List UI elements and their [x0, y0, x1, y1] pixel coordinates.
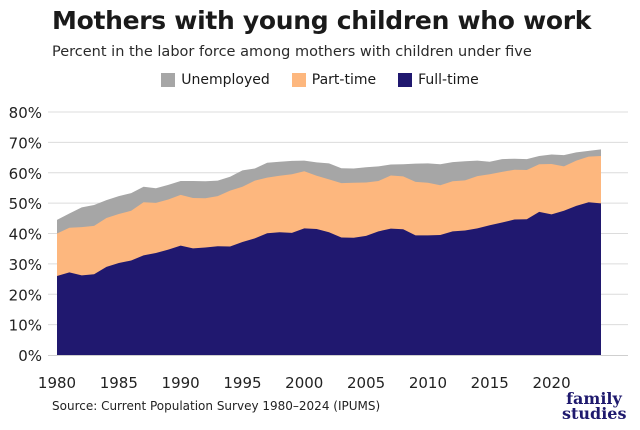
y-tick-label-20: 20%	[9, 286, 42, 304]
x-tick-label-1985: 1985	[100, 374, 138, 392]
chart-title: Mothers with young children who work	[52, 6, 592, 35]
chart-subtitle: Percent in the labor force among mothers…	[52, 44, 532, 60]
x-tick-label-2020: 2020	[532, 374, 570, 392]
x-tick-label-1980: 1980	[38, 374, 76, 392]
legend-swatch-unemployed	[161, 73, 176, 87]
x-tick-label-2010: 2010	[409, 374, 447, 392]
source-note: Source: Current Population Survey 1980–2…	[52, 399, 381, 413]
y-tick-label-60: 60%	[9, 165, 42, 183]
y-tick-label-40: 40%	[9, 226, 42, 244]
legend-swatch-part-time	[291, 73, 306, 87]
family-studies-logo: family studies	[562, 389, 627, 423]
legend-label-full-time: Full-time	[418, 72, 479, 88]
x-tick-label-2015: 2015	[471, 374, 509, 392]
y-tick-label-10: 10%	[9, 317, 42, 335]
x-tick-label-2005: 2005	[347, 374, 385, 392]
legend-label-unemployed: Unemployed	[181, 72, 270, 88]
y-tick-label-30: 30%	[9, 256, 42, 274]
legend-item-unemployed: Unemployed	[161, 72, 270, 88]
x-tick-label-1990: 1990	[162, 374, 200, 392]
y-tick-label-80: 80%	[9, 104, 42, 122]
legend-item-full-time: Full-time	[398, 72, 479, 88]
x-tick-label-1995: 1995	[223, 374, 261, 392]
area-full-time	[57, 202, 601, 355]
logo-line-family: family	[566, 389, 622, 408]
y-tick-label-0: 0%	[18, 347, 42, 365]
legend-item-part-time: Part-time	[291, 72, 377, 88]
legend-label-part-time: Part-time	[311, 72, 377, 88]
y-tick-label-50: 50%	[9, 195, 42, 213]
y-tick-label-70: 70%	[9, 134, 42, 152]
x-tick-label-2000: 2000	[285, 374, 323, 392]
chart-legend: Unemployed Part-time Full-time	[0, 72, 640, 88]
logo-line-studies: studies	[562, 404, 627, 423]
legend-swatch-full-time	[398, 73, 413, 87]
